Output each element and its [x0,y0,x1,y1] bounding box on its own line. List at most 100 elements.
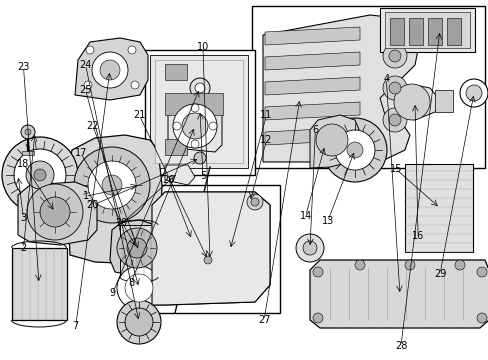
Text: 23: 23 [17,62,30,72]
Text: 22: 22 [86,121,99,131]
Text: 19: 19 [116,218,128,228]
Text: 2: 2 [20,243,26,253]
Circle shape [393,84,429,120]
Circle shape [131,81,139,89]
Text: 14: 14 [299,211,311,221]
Text: 13: 13 [321,216,333,226]
Circle shape [250,198,259,206]
Circle shape [476,313,486,323]
Circle shape [117,266,161,310]
Circle shape [459,79,487,107]
Polygon shape [110,220,162,277]
Circle shape [127,238,147,258]
Bar [379,8,474,52]
Polygon shape [164,165,195,185]
Bar [408,18,422,45]
Text: 26: 26 [162,175,175,185]
Text: 15: 15 [389,164,402,174]
Circle shape [388,114,400,126]
Circle shape [84,81,92,89]
Circle shape [382,44,406,68]
Polygon shape [309,115,359,168]
Polygon shape [152,192,269,305]
Bar [145,185,280,313]
Circle shape [404,260,414,270]
Circle shape [346,142,362,158]
Circle shape [476,267,486,277]
Bar [164,64,186,80]
Circle shape [382,108,406,132]
Polygon shape [150,55,247,168]
Text: 16: 16 [411,231,424,241]
Circle shape [173,104,217,148]
Bar [164,139,186,155]
Circle shape [26,161,54,189]
Circle shape [465,85,481,101]
Bar [12,248,67,320]
Text: 10: 10 [196,42,209,52]
Circle shape [303,241,316,255]
Circle shape [454,260,464,270]
Polygon shape [75,38,148,100]
Text: 11: 11 [260,110,272,120]
Text: 20: 20 [86,200,99,210]
Bar [145,50,254,175]
Polygon shape [264,102,359,120]
Polygon shape [263,15,419,162]
Circle shape [246,194,263,210]
Text: 29: 29 [433,269,446,279]
Circle shape [100,60,120,80]
Bar [404,164,472,252]
Circle shape [388,82,400,94]
Text: 27: 27 [257,315,270,325]
Text: 3: 3 [20,213,26,223]
Circle shape [128,46,136,54]
Circle shape [86,46,94,54]
Polygon shape [160,200,260,295]
Circle shape [117,228,157,268]
Text: 1: 1 [82,191,88,201]
Circle shape [323,118,386,182]
Circle shape [191,140,199,148]
Polygon shape [68,135,162,264]
Circle shape [195,83,204,93]
Circle shape [74,147,150,223]
Polygon shape [264,52,359,70]
Circle shape [117,300,161,344]
Text: 21: 21 [133,110,145,120]
Bar [164,93,223,115]
Circle shape [21,125,35,139]
Bar [155,60,243,163]
Text: 4: 4 [383,74,388,84]
Polygon shape [309,260,488,328]
Circle shape [40,197,70,227]
Polygon shape [152,192,269,305]
Circle shape [182,113,207,139]
Circle shape [312,313,323,323]
Circle shape [200,252,216,268]
Text: 25: 25 [79,85,92,95]
Bar [446,18,460,45]
Text: 9: 9 [109,288,115,298]
Polygon shape [379,85,439,120]
Circle shape [388,50,400,62]
Circle shape [125,274,153,302]
Circle shape [194,152,205,164]
Circle shape [208,122,217,130]
Bar [434,90,452,112]
Circle shape [125,308,153,336]
Circle shape [190,78,209,98]
Bar [251,6,484,168]
Bar [120,225,158,277]
Polygon shape [264,77,359,95]
Text: 18: 18 [17,159,30,169]
Circle shape [203,256,212,264]
Bar [384,12,469,48]
Bar [427,18,441,45]
Circle shape [191,104,199,112]
Circle shape [34,169,46,181]
Polygon shape [264,127,359,145]
Text: 12: 12 [260,135,272,145]
Polygon shape [264,27,359,45]
Circle shape [27,184,83,240]
